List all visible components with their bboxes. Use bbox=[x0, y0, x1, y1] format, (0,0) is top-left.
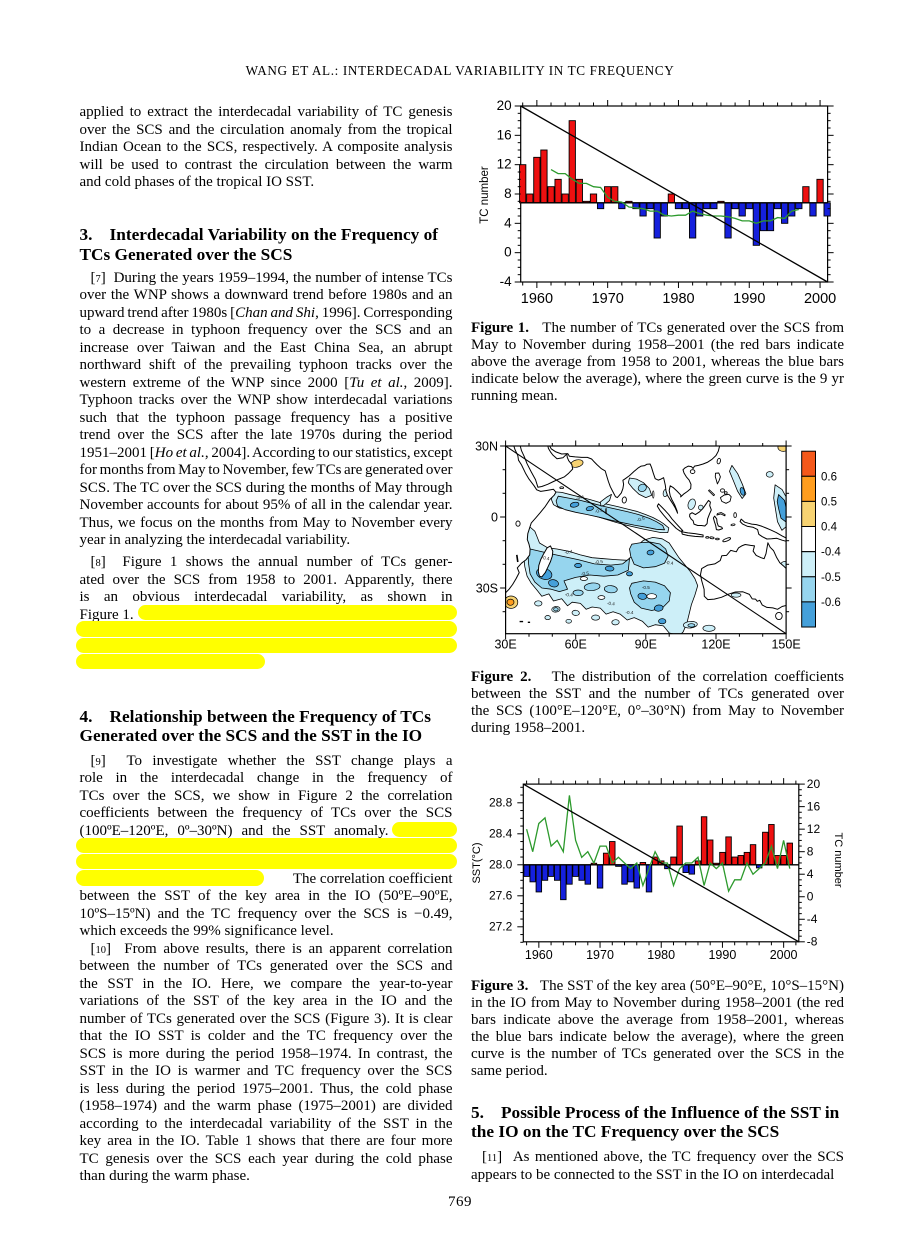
svg-text:TC number: TC number bbox=[479, 166, 491, 224]
svg-text:28.0: 28.0 bbox=[489, 857, 513, 871]
svg-text:-0.5: -0.5 bbox=[595, 559, 604, 565]
svg-text:16: 16 bbox=[497, 127, 512, 142]
svg-text:-0.4: -0.4 bbox=[626, 610, 634, 615]
svg-text:8: 8 bbox=[807, 844, 814, 858]
svg-text:0.6: 0.6 bbox=[821, 471, 837, 483]
svg-text:0.4: 0.4 bbox=[821, 522, 838, 534]
svg-text:-0.4: -0.4 bbox=[565, 592, 574, 598]
svg-text:20: 20 bbox=[807, 777, 821, 791]
svg-text:60E: 60E bbox=[565, 638, 587, 652]
svg-text:-0.5: -0.5 bbox=[581, 571, 590, 577]
svg-text:SST(°C): SST(°C) bbox=[471, 842, 483, 883]
svg-text:1990: 1990 bbox=[733, 291, 765, 307]
svg-text:-0.4: -0.4 bbox=[541, 555, 550, 561]
svg-text:-0.4: -0.4 bbox=[576, 494, 585, 501]
svg-text:-4: -4 bbox=[500, 274, 512, 289]
svg-text:1980: 1980 bbox=[662, 291, 694, 307]
svg-text:4: 4 bbox=[807, 867, 814, 881]
svg-text:30S: 30S bbox=[476, 581, 498, 595]
svg-text:28.4: 28.4 bbox=[489, 826, 513, 840]
svg-text:30N: 30N bbox=[475, 439, 498, 453]
svg-text:2000: 2000 bbox=[770, 948, 798, 962]
svg-text:-8: -8 bbox=[807, 934, 818, 948]
svg-text:-0.5: -0.5 bbox=[594, 507, 603, 514]
svg-text:1970: 1970 bbox=[586, 948, 614, 962]
svg-text:-0.4: -0.4 bbox=[821, 547, 841, 559]
svg-text:-0.4: -0.4 bbox=[607, 601, 616, 607]
svg-text:1960: 1960 bbox=[521, 291, 553, 307]
svg-text:12: 12 bbox=[807, 822, 821, 836]
svg-text:-0.5: -0.5 bbox=[636, 515, 645, 522]
svg-text:-4: -4 bbox=[807, 912, 818, 926]
svg-text:12: 12 bbox=[497, 157, 512, 172]
svg-text:0: 0 bbox=[491, 510, 498, 524]
svg-text:8: 8 bbox=[504, 186, 512, 201]
svg-text:-0.6: -0.6 bbox=[821, 597, 841, 609]
svg-text:20: 20 bbox=[497, 98, 512, 113]
svg-text:-0.4: -0.4 bbox=[665, 560, 674, 566]
svg-text:1980: 1980 bbox=[647, 948, 675, 962]
svg-text:27.2: 27.2 bbox=[489, 919, 513, 933]
svg-text:120E: 120E bbox=[701, 638, 730, 652]
svg-text:1970: 1970 bbox=[592, 291, 624, 307]
svg-text:1960: 1960 bbox=[525, 948, 553, 962]
svg-text:150E: 150E bbox=[771, 638, 800, 652]
svg-text:0: 0 bbox=[807, 889, 814, 903]
svg-text:4: 4 bbox=[504, 215, 512, 230]
svg-text:TC number: TC number bbox=[832, 832, 844, 887]
svg-text:2000: 2000 bbox=[804, 291, 836, 307]
svg-text:16: 16 bbox=[807, 799, 821, 813]
svg-text:-0.5: -0.5 bbox=[821, 572, 841, 584]
svg-text:28.8: 28.8 bbox=[489, 795, 513, 809]
svg-text:27.6: 27.6 bbox=[489, 888, 513, 902]
svg-text:-0.5: -0.5 bbox=[642, 585, 650, 590]
svg-text:-0.4: -0.4 bbox=[564, 549, 573, 555]
svg-text:90E: 90E bbox=[635, 638, 657, 652]
svg-text:0.5: 0.5 bbox=[821, 496, 837, 508]
svg-text:30E: 30E bbox=[494, 638, 516, 652]
svg-text:1990: 1990 bbox=[708, 948, 736, 962]
svg-text:0: 0 bbox=[504, 245, 512, 260]
